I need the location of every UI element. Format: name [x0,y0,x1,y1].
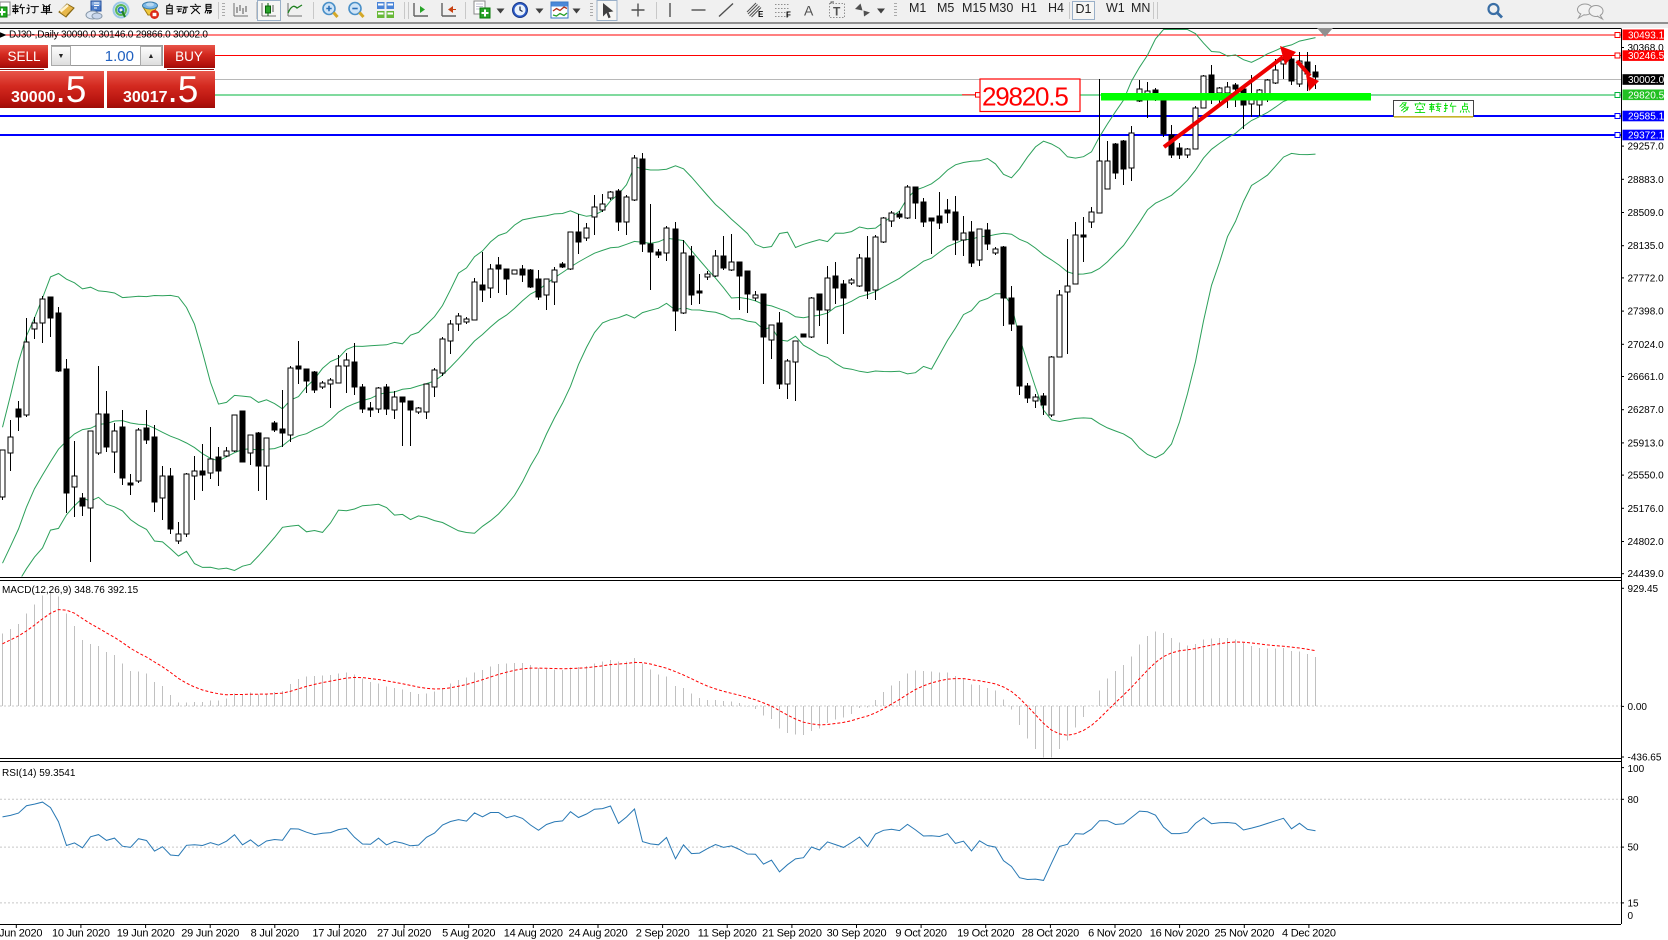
svg-text:30493.1: 30493.1 [1628,30,1665,41]
svg-text:24439.0: 24439.0 [1628,569,1665,580]
svg-text:9 Oct 2020: 9 Oct 2020 [895,928,946,940]
svg-text:F: F [786,11,791,20]
svg-text:27 Jul 2020: 27 Jul 2020 [377,928,431,940]
svg-text:30368.0: 30368.0 [1628,43,1665,54]
svg-text:929.45: 929.45 [1628,584,1659,595]
svg-text:24802.0: 24802.0 [1628,537,1665,548]
svg-text:29585.1: 29585.1 [1628,112,1665,123]
svg-text:100: 100 [1628,764,1645,775]
svg-text:26661.0: 26661.0 [1628,372,1665,383]
svg-text:29 Jun 2020: 29 Jun 2020 [181,928,239,940]
svg-text:8 Jul 2020: 8 Jul 2020 [251,928,299,940]
svg-text:21 Sep 2020: 21 Sep 2020 [762,928,822,940]
svg-text:27398.0: 27398.0 [1628,307,1665,318]
svg-text:0.00: 0.00 [1628,702,1648,713]
svg-text:27024.0: 27024.0 [1628,340,1665,351]
svg-text:29820.5: 29820.5 [1628,90,1665,101]
svg-text:MACD(12,26,9) 348.76 392.15: MACD(12,26,9) 348.76 392.15 [2,585,139,596]
svg-text:19 Oct 2020: 19 Oct 2020 [957,928,1014,940]
svg-text:DJ30-,Daily 30090.0 30146.0 2: DJ30-,Daily 30090.0 30146.0 29866.0 3000… [9,30,208,41]
svg-text:25550.0: 25550.0 [1628,471,1665,482]
svg-text:10 Jun 2020: 10 Jun 2020 [52,928,110,940]
svg-text:15: 15 [1628,898,1640,909]
svg-text:0: 0 [1628,911,1634,922]
svg-text:1 Jun 2020: 1 Jun 2020 [0,928,42,940]
svg-text:5 Aug 2020: 5 Aug 2020 [442,928,495,940]
svg-text:4 Dec 2020: 4 Dec 2020 [1282,928,1336,940]
svg-text:25176.0: 25176.0 [1628,504,1665,515]
svg-text:25 Nov 2020: 25 Nov 2020 [1214,928,1274,940]
svg-text:30 Sep 2020: 30 Sep 2020 [827,928,887,940]
svg-text:T: T [833,5,841,19]
svg-text:25913.0: 25913.0 [1628,438,1665,449]
svg-text:19 Jun 2020: 19 Jun 2020 [117,928,175,940]
svg-text:2 Sep 2020: 2 Sep 2020 [636,928,690,940]
svg-text:11 Sep 2020: 11 Sep 2020 [698,928,757,940]
svg-text:80: 80 [1628,795,1640,806]
svg-text:17 Jul 2020: 17 Jul 2020 [312,928,366,940]
svg-text:16 Nov 2020: 16 Nov 2020 [1150,928,1210,940]
svg-text:28883.0: 28883.0 [1628,175,1665,186]
svg-text:24 Aug 2020: 24 Aug 2020 [568,928,627,940]
svg-text:28135.0: 28135.0 [1628,241,1665,252]
svg-text:30002.0: 30002.0 [1628,75,1665,86]
svg-text:27772.0: 27772.0 [1628,273,1665,284]
svg-text:A: A [804,3,814,19]
svg-text:50: 50 [1628,843,1640,854]
svg-text:6 Nov 2020: 6 Nov 2020 [1088,928,1142,940]
svg-text:14 Aug 2020: 14 Aug 2020 [504,928,563,940]
svg-text:26287.0: 26287.0 [1628,405,1665,416]
svg-text:29372.1: 29372.1 [1628,131,1665,142]
svg-text:29257.0: 29257.0 [1628,142,1665,153]
svg-text:RSI(14) 59.3541: RSI(14) 59.3541 [2,768,76,779]
svg-text:28509.0: 28509.0 [1628,208,1665,219]
svg-text:28 Oct 2020: 28 Oct 2020 [1022,928,1079,940]
svg-text:30246.5: 30246.5 [1628,51,1665,62]
svg-text:E: E [758,10,764,19]
svg-text:29820.5: 29820.5 [982,82,1068,112]
svg-text:-436.65: -436.65 [1628,753,1662,764]
